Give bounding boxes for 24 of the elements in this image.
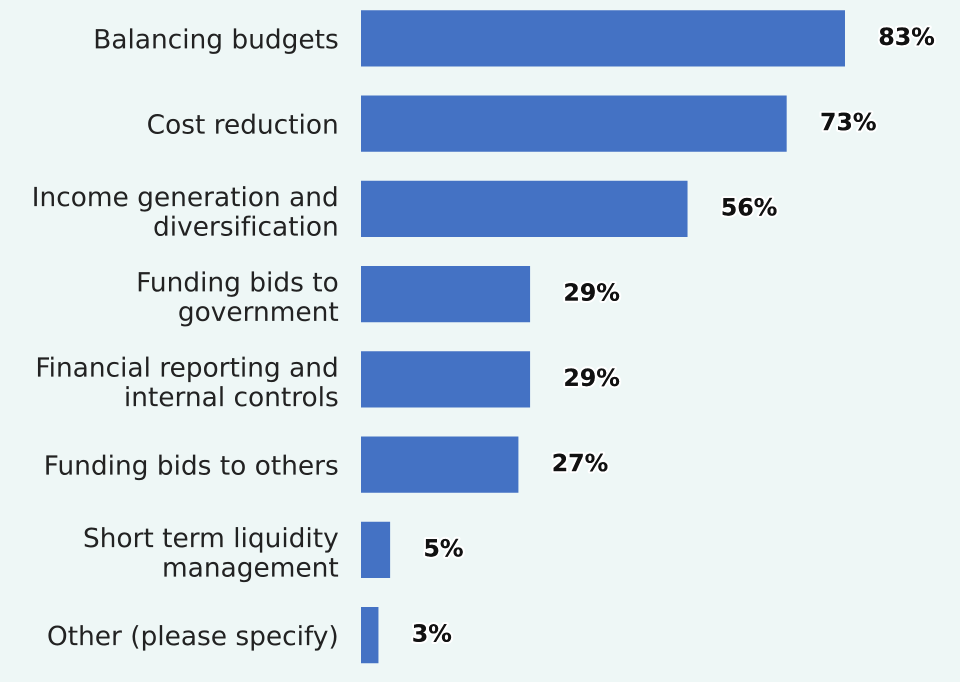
bar [360,95,787,152]
y-tick-label: Funding bids to others [46,454,338,480]
data-label: 5% [425,538,463,557]
y-tick-label: Other (please specify) [48,625,336,651]
data-label: 83% [880,27,934,46]
y-tick-label: Income generation and diversification [34,186,336,236]
data-label: 29% [565,368,620,386]
data-label: 29% [565,283,620,301]
data-label: 3% [413,624,452,642]
data-label: 73% [822,112,876,130]
bar [360,606,378,664]
bar [360,351,530,408]
data-label: 56% [722,198,777,216]
bar [360,522,390,578]
y-tick-label: Funding bids to government [138,271,338,326]
y-tick-label: Balancing budgets [96,28,338,54]
y-tick-label: Cost reduction [148,114,336,134]
y-tick-label: Short term liquidity management [84,527,338,582]
bar [360,180,688,237]
data-label: 27% [554,454,608,472]
y-tick-label: Financial reporting and internal controls [38,356,338,407]
bar [360,10,845,66]
bar [360,436,518,493]
bar [360,266,530,322]
